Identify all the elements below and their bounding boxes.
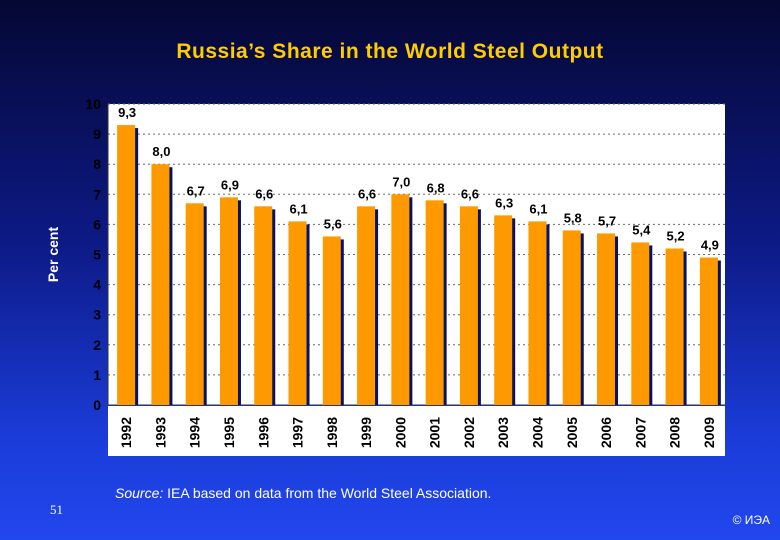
data-label: 6,9 — [221, 177, 239, 192]
page-number: 51 — [50, 502, 63, 517]
data-label: 5,8 — [564, 210, 582, 225]
y-tick-label: 8 — [93, 156, 101, 172]
bar — [528, 221, 547, 405]
y-tick-label: 0 — [93, 397, 101, 413]
x-tick-label: 2004 — [529, 417, 545, 448]
bar — [219, 197, 238, 405]
y-tick-label: 9 — [93, 126, 101, 142]
plot-area — [108, 104, 725, 405]
x-tick-label: 1997 — [290, 417, 306, 448]
bar — [665, 248, 684, 405]
bar — [391, 194, 410, 405]
bar — [151, 164, 170, 405]
x-tick-label: 1999 — [358, 417, 374, 448]
y-tick-label: 6 — [93, 216, 101, 232]
x-tick-label: 2005 — [564, 417, 580, 448]
bar — [631, 242, 650, 405]
bar — [597, 233, 616, 405]
bar — [425, 200, 444, 405]
y-tick-label: 3 — [93, 307, 101, 323]
y-tick-label: 10 — [85, 96, 101, 112]
x-tick-label: 1992 — [118, 417, 134, 448]
data-label: 5,2 — [667, 228, 685, 243]
bar — [288, 221, 307, 405]
x-label-band — [108, 406, 725, 456]
bar — [357, 206, 376, 405]
data-label: 5,6 — [324, 216, 342, 231]
bar — [562, 230, 581, 405]
bar — [322, 236, 341, 405]
data-label: 6,1 — [529, 201, 547, 216]
bar — [117, 125, 136, 405]
data-label: 8,0 — [152, 144, 170, 159]
data-label: 7,0 — [392, 174, 410, 189]
x-tick-label: 1996 — [255, 417, 271, 448]
x-tick-label: 2009 — [701, 417, 717, 448]
data-label: 6,1 — [289, 201, 307, 216]
bar — [699, 257, 718, 405]
x-tick-label: 1993 — [152, 417, 168, 448]
y-tick-label: 2 — [93, 337, 101, 353]
x-tick-label: 1998 — [324, 417, 340, 448]
y-tick-label: 5 — [93, 247, 101, 263]
bar — [185, 203, 204, 405]
data-label: 6,6 — [358, 186, 376, 201]
x-tick-label: 2001 — [427, 417, 443, 448]
x-tick-label: 2007 — [632, 417, 648, 448]
data-label: 6,6 — [461, 186, 479, 201]
source-note: Source: IEA based on data from the World… — [115, 485, 491, 501]
data-label: 5,4 — [632, 222, 651, 237]
bar — [254, 206, 273, 405]
data-label: 6,8 — [427, 180, 445, 195]
y-tick-label: 7 — [93, 186, 101, 202]
data-label: 5,7 — [598, 213, 616, 228]
data-label: 9,3 — [118, 105, 136, 120]
data-label: 4,9 — [701, 238, 719, 253]
copyright: © ИЭА — [732, 513, 770, 527]
x-tick-label: 1994 — [187, 417, 203, 448]
bar — [459, 206, 478, 405]
y-tick-label: 4 — [93, 277, 101, 293]
data-label: 6,3 — [495, 195, 513, 210]
bar — [494, 215, 513, 405]
data-label: 6,6 — [255, 186, 273, 201]
y-tick-label: 1 — [93, 367, 101, 383]
x-tick-label: 2008 — [667, 417, 683, 448]
source-text: IEA based on data from the World Steel A… — [163, 485, 492, 501]
data-label: 6,7 — [187, 183, 205, 198]
chart-title: Russia’s Share in the World Steel Output — [176, 40, 604, 63]
x-tick-label: 2006 — [598, 417, 614, 448]
source-label: Source: — [115, 485, 164, 501]
y-axis-label: Per cent — [45, 227, 61, 283]
x-tick-label: 2002 — [461, 417, 477, 448]
x-tick-label: 2000 — [392, 417, 408, 448]
x-tick-label: 2003 — [495, 417, 511, 448]
x-tick-label: 1995 — [221, 417, 237, 448]
